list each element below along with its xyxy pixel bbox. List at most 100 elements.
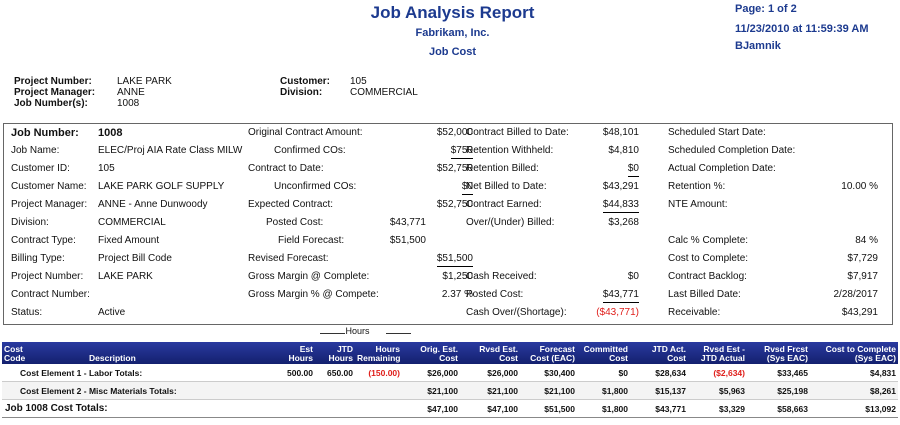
detail-label: Scheduled Completion Date: — [668, 145, 796, 156]
detail-row: Over/(Under) Billed: $3,268 — [466, 214, 639, 232]
detail-value: $0 — [461, 179, 473, 195]
cell — [355, 381, 402, 400]
detail-row: Job Number: 1008 — [11, 124, 241, 142]
detail-label: Division: — [11, 217, 49, 228]
company-name: Fabrikam, Inc. — [415, 27, 490, 39]
detail-value: LAKE PARK — [98, 271, 153, 282]
detail-value: $750 — [450, 143, 473, 159]
detail-value: $0 — [627, 271, 639, 282]
info-row: Division: COMMERCIAL — [280, 87, 418, 98]
report-subtitle: Job Cost — [428, 46, 477, 58]
cell: $33,465 — [747, 364, 810, 382]
detail-row: Customer Name: LAKE PARK GOLF SUPPLY — [11, 178, 241, 196]
detail-row: Cost to Complete: $7,729 — [668, 250, 878, 268]
detail-label: Posted Cost: — [466, 289, 524, 300]
cell: 650.00 — [315, 364, 355, 382]
header-row: Cost Code Description Est Hours JTD Hours Ho… — [2, 342, 898, 364]
column-header: Rvsd Est. Cost — [460, 342, 520, 364]
cell: $1,800 — [577, 399, 630, 418]
cell: $30,400 — [520, 364, 577, 382]
detail-value: 105 — [98, 163, 115, 174]
cell — [272, 381, 315, 400]
detail-value: $4,810 — [608, 145, 639, 156]
cell: $5,963 — [688, 381, 747, 400]
detail-value: $43,291 — [841, 307, 878, 318]
info-row: Customer: 105 — [280, 76, 418, 87]
detail-value: $43,291 — [602, 181, 639, 192]
detail-label: Contract Type: — [11, 235, 76, 246]
cell: $8,261 — [810, 381, 898, 400]
cell: $51,500 — [520, 399, 577, 418]
detail-label: Project Manager: — [11, 199, 88, 210]
cell: $21,100 — [402, 381, 460, 400]
info-label: Project Manager: — [14, 87, 96, 98]
detail-row: Revised Forecast: $51,500 — [248, 250, 473, 268]
detail-row: Gross Margin @ Complete: $1,250 — [248, 268, 473, 286]
detail-label: Unconfirmed COs: — [274, 181, 357, 192]
detail-label: Contract Billed to Date: — [466, 127, 569, 138]
detail-value: $52,750 — [436, 199, 473, 210]
detail-value: $3,268 — [608, 217, 639, 228]
detail-label: Retention %: — [668, 181, 726, 192]
info-label: Project Number: — [14, 76, 92, 87]
column-header: Cost to Complete (Sys EAC) — [810, 342, 898, 364]
detail-row: Net Billed to Date: $43,291 — [466, 178, 639, 196]
cell: $43,771 — [630, 399, 688, 418]
cell: $4,831 — [810, 364, 898, 382]
detail-label: Last Billed Date: — [668, 289, 741, 300]
detail-row: Project Number: LAKE PARK — [11, 268, 241, 286]
detail-row: Cash Over/(Shortage): ($43,771) — [466, 304, 639, 322]
detail-row: Expected Contract: $52,750 — [248, 196, 473, 214]
column-header: Rvsd Est - JTD Actual — [688, 342, 747, 364]
detail-label: Field Forecast: — [278, 235, 345, 246]
detail-label: Project Number: — [11, 271, 84, 282]
info-row: Project Number: LAKE PARK — [14, 76, 172, 87]
detail-label: Cash Over/(Shortage): — [466, 307, 567, 318]
detail-value: $48,101 — [602, 127, 639, 138]
column-header: JTD Hours — [315, 342, 355, 364]
detail-label: Over/(Under) Billed: — [466, 217, 555, 228]
detail-row: Division: COMMERCIAL — [11, 214, 241, 232]
detail-row: Contract Type: Fixed Amount — [11, 232, 241, 250]
cell: $21,100 — [460, 381, 520, 400]
detail-row: Last Billed Date: 2/28/2017 — [668, 286, 878, 304]
detail-row: NTE Amount: — [668, 196, 878, 214]
info-value: COMMERCIAL — [350, 87, 418, 98]
detail-value: $51,500 — [436, 251, 473, 267]
detail-row: Calc % Complete: 84 % — [668, 232, 878, 250]
cell: $15,137 — [630, 381, 688, 400]
detail-row: Job Name: ELEC/Proj AIA Rate Class MILW — [11, 142, 242, 160]
column-header: Orig. Est. Cost — [402, 342, 460, 364]
details-box: Job Number: 1008 Job Name: ELEC/Proj AIA Ra… — [3, 123, 893, 325]
detail-row: Unconfirmed COs: $0 — [248, 178, 473, 196]
detail-value: 2/28/2017 — [833, 289, 879, 300]
detail-label: NTE Amount: — [668, 199, 728, 210]
timestamp: 11/23/2010 at 11:59:39 AM — [735, 23, 869, 35]
column-header: Cost Code — [2, 342, 87, 364]
info-value: LAKE PARK — [117, 76, 172, 87]
detail-value: $7,917 — [847, 271, 878, 282]
detail-value: $51,500 — [389, 235, 426, 246]
detail-row: Status: Active — [11, 304, 241, 322]
detail-label: Job Name: — [11, 145, 60, 156]
detail-label: Actual Completion Date: — [668, 163, 776, 174]
detail-value: 2.37 % — [441, 289, 473, 300]
detail-value: 1008 — [98, 127, 123, 139]
detail-row: Contract to Date: $52,750 — [248, 160, 473, 178]
detail-row: Contract Earned: $44,833 — [466, 196, 639, 214]
cell: ($2,634) — [688, 364, 747, 382]
detail-row: Posted Cost: $43,771 — [466, 286, 639, 304]
cell: $1,800 — [577, 381, 630, 400]
detail-label: Contract Backlog: — [668, 271, 747, 282]
cost-table: Cost Code Description Est Hours JTD Hours Ho… — [2, 342, 898, 418]
detail-row: Contract Backlog: $7,917 — [668, 268, 878, 286]
cell: $3,329 — [688, 399, 747, 418]
detail-label: Original Contract Amount: — [248, 127, 363, 138]
info-value: 105 — [350, 76, 367, 87]
detail-label: Contract Number: — [11, 289, 90, 300]
detail-label: Retention Billed: — [466, 163, 539, 174]
detail-label: Contract to Date: — [248, 163, 324, 174]
detail-label: Receivable: — [668, 307, 721, 318]
detail-row: Retention Withheld: $4,810 — [466, 142, 639, 160]
